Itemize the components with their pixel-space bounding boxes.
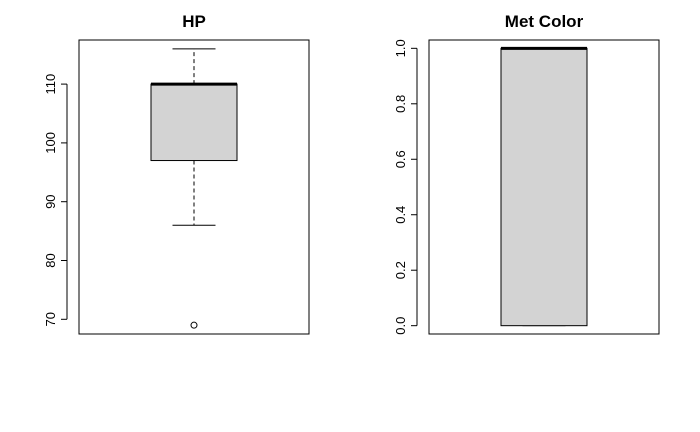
met-color-y-tick-label: 0.2 — [393, 261, 408, 279]
hp-y-tick-label: 80 — [43, 253, 58, 267]
met-color-panel: Met Color 0.0 0.2 0.4 0.6 0.8 1.0 — [393, 12, 659, 335]
hp-y-tick-label: 70 — [43, 312, 58, 326]
met-color-y-tick-label: 0.0 — [393, 317, 408, 335]
met-color-y-tick-label: 1.0 — [393, 39, 408, 57]
met-color-y-axis: 0.0 0.2 0.4 0.6 0.8 1.0 — [393, 39, 417, 334]
hp-box — [151, 84, 237, 160]
met-color-chart-title: Met Color — [505, 12, 584, 31]
met-color-box — [501, 48, 587, 325]
met-color-y-tick-label: 0.4 — [393, 206, 408, 224]
hp-boxplot-marks — [151, 49, 237, 328]
met-color-y-tick-label: 0.8 — [393, 95, 408, 113]
hp-y-tick-label: 100 — [43, 132, 58, 154]
hp-y-tick-label: 110 — [43, 74, 58, 95]
hp-y-axis: 70 80 90 100 110 — [43, 74, 67, 327]
hp-outlier-point — [191, 322, 197, 328]
met-color-boxplot-marks — [501, 48, 587, 325]
hp-y-tick-label: 90 — [43, 194, 58, 208]
met-color-y-tick-label: 0.6 — [393, 150, 408, 168]
hp-panel: HP 70 80 90 100 110 — [43, 12, 309, 334]
hp-chart-title: HP — [182, 12, 206, 31]
